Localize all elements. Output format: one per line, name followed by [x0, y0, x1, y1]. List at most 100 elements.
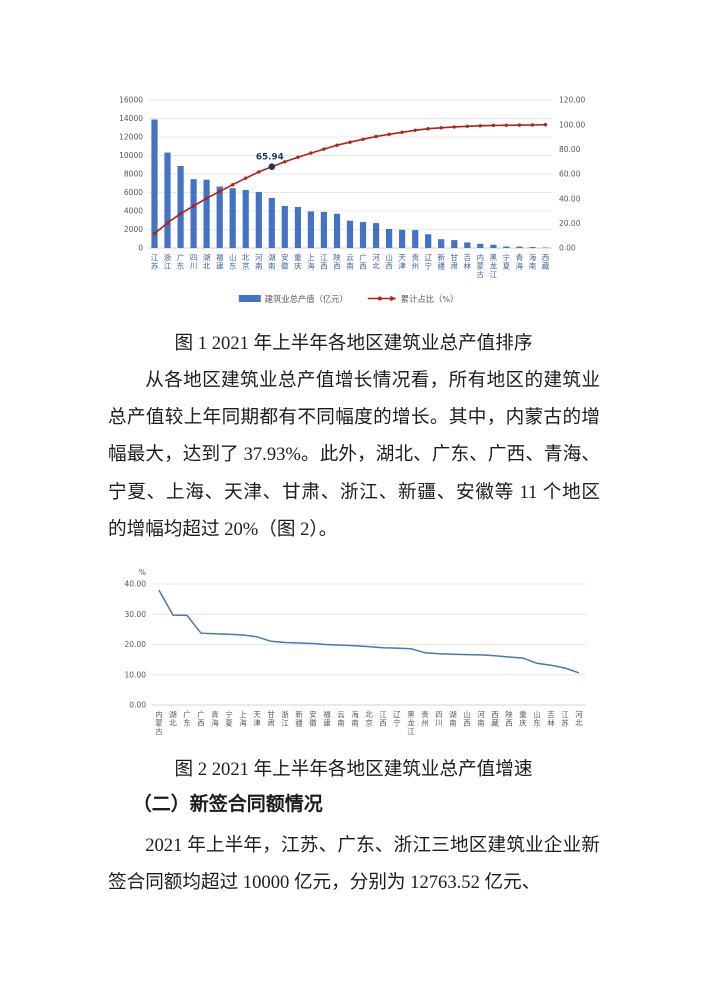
svg-text:西: 西 [542, 253, 550, 262]
svg-text:夏: 夏 [225, 718, 233, 727]
svg-text:80.00: 80.00 [559, 145, 581, 154]
svg-text:东: 东 [183, 717, 191, 727]
svg-text:东: 东 [177, 260, 185, 270]
svg-text:疆: 疆 [295, 718, 303, 727]
svg-text:广: 广 [197, 709, 205, 719]
svg-text:40.00: 40.00 [125, 580, 147, 589]
svg-text:吉: 吉 [464, 253, 472, 262]
svg-text:重: 重 [294, 253, 302, 262]
svg-text:内: 内 [477, 252, 485, 262]
figure2-line-chart: 0.00 10.00 20.00 30.00 40.00% 内蒙古湖北广东广西青海宁夏上海… [104, 560, 604, 752]
svg-text:北: 北 [365, 710, 373, 719]
svg-text:四: 四 [435, 710, 443, 719]
figure1-pareto-chart-svg: 0 2000 4000 6000 8000 10000 12000 14000 16000 0.0… [119, 96, 585, 304]
svg-text:浙: 浙 [281, 709, 289, 719]
svg-text:河: 河 [575, 710, 583, 719]
svg-text:南: 南 [255, 260, 263, 270]
svg-text:陕: 陕 [333, 252, 341, 262]
svg-text:辽: 辽 [424, 253, 432, 262]
svg-text:辽: 辽 [393, 710, 401, 719]
svg-text:庆: 庆 [294, 260, 302, 270]
svg-text:贵: 贵 [411, 252, 419, 262]
svg-text:建: 建 [216, 260, 224, 270]
svg-text:天: 天 [253, 710, 261, 719]
svg-text:浙: 浙 [164, 252, 172, 262]
svg-text:上: 上 [239, 710, 247, 719]
svg-text:川: 川 [435, 718, 443, 727]
svg-text:40.00: 40.00 [559, 194, 581, 203]
svg-text:庆: 庆 [519, 717, 527, 727]
svg-text:西: 西 [333, 261, 341, 270]
svg-text:青: 青 [516, 252, 524, 262]
svg-text:江: 江 [281, 718, 289, 727]
svg-text:14000: 14000 [119, 114, 143, 123]
svg-text:海: 海 [239, 717, 247, 727]
svg-text:江: 江 [164, 261, 172, 270]
svg-text:北: 北 [372, 261, 380, 270]
figure1-caption: 图 1 2021 年上半年各地区建筑业总产值排序 [174, 333, 533, 354]
paragraph-growth-analysis: 从各地区建筑业总产值增长情况看，所有地区的建筑业总产值较上年同期都有不同幅度的增… [108, 370, 600, 540]
svg-text:古: 古 [155, 726, 163, 736]
figure1-pareto-chart: 0 2000 4000 6000 8000 10000 12000 14000 16000 0.0… [104, 90, 600, 322]
svg-text:建: 建 [323, 717, 331, 727]
svg-text:10000: 10000 [119, 151, 143, 160]
svg-text:河: 河 [255, 253, 263, 262]
svg-text:东: 东 [533, 717, 541, 727]
svg-text:0.00: 0.00 [559, 244, 576, 253]
svg-text:江: 江 [320, 253, 328, 262]
svg-text:广: 广 [183, 709, 191, 719]
svg-text:累计占比（%）: 累计占比（%） [401, 294, 459, 304]
svg-text:徽: 徽 [281, 260, 289, 270]
svg-text:江: 江 [151, 253, 159, 262]
svg-text:广: 广 [359, 252, 367, 262]
svg-text:川: 川 [190, 261, 198, 270]
svg-text:2000: 2000 [124, 225, 143, 234]
svg-text:内: 内 [155, 709, 163, 719]
svg-text:宁: 宁 [424, 260, 432, 270]
svg-text:山: 山 [385, 252, 393, 262]
svg-text:南: 南 [346, 260, 354, 270]
svg-text:南: 南 [449, 717, 457, 727]
svg-text:河: 河 [372, 253, 380, 262]
svg-text:广: 广 [177, 252, 185, 262]
svg-text:山: 山 [463, 709, 471, 719]
svg-text:湖: 湖 [169, 710, 177, 719]
svg-text:南: 南 [268, 260, 276, 270]
svg-text:0: 0 [138, 244, 143, 253]
svg-text:龙: 龙 [490, 260, 498, 270]
section-heading-new-contracts: （二）新签合同额情况 [132, 794, 323, 815]
svg-text:甘: 甘 [451, 252, 459, 262]
svg-text:西: 西 [463, 718, 471, 727]
svg-text:西: 西 [359, 261, 367, 270]
svg-text:北: 北 [575, 718, 583, 727]
svg-text:津: 津 [398, 261, 406, 270]
svg-text:河: 河 [477, 710, 485, 719]
svg-text:疆: 疆 [437, 261, 445, 270]
svg-text:山: 山 [229, 252, 237, 262]
svg-text:湖: 湖 [449, 710, 457, 719]
svg-text:陕: 陕 [505, 709, 513, 719]
svg-text:州: 州 [421, 718, 429, 727]
svg-text:云: 云 [346, 253, 354, 262]
svg-text:西: 西 [320, 261, 328, 270]
svg-text:京: 京 [242, 260, 250, 270]
svg-text:吉: 吉 [547, 710, 555, 719]
svg-text:贵: 贵 [421, 709, 429, 719]
svg-text:12000: 12000 [119, 133, 143, 142]
svg-text:0.00: 0.00 [129, 701, 146, 710]
svg-text:林: 林 [547, 717, 555, 727]
svg-text:%: % [139, 568, 146, 577]
svg-text:藏: 藏 [542, 260, 550, 270]
svg-text:8000: 8000 [124, 170, 143, 179]
svg-text:120.00: 120.00 [559, 96, 585, 105]
svg-text:安: 安 [309, 709, 317, 719]
svg-text:夏: 夏 [503, 261, 511, 270]
svg-text:新: 新 [295, 709, 303, 719]
svg-text:江: 江 [561, 710, 569, 719]
figure2-caption: 图 2 2021 年上半年各地区建筑业总产值增速 [174, 759, 533, 780]
svg-text:山: 山 [533, 709, 541, 719]
svg-text:20.00: 20.00 [559, 219, 581, 228]
svg-text:蒙: 蒙 [477, 260, 485, 270]
svg-text:龙: 龙 [407, 717, 415, 727]
svg-text:苏: 苏 [151, 260, 159, 270]
